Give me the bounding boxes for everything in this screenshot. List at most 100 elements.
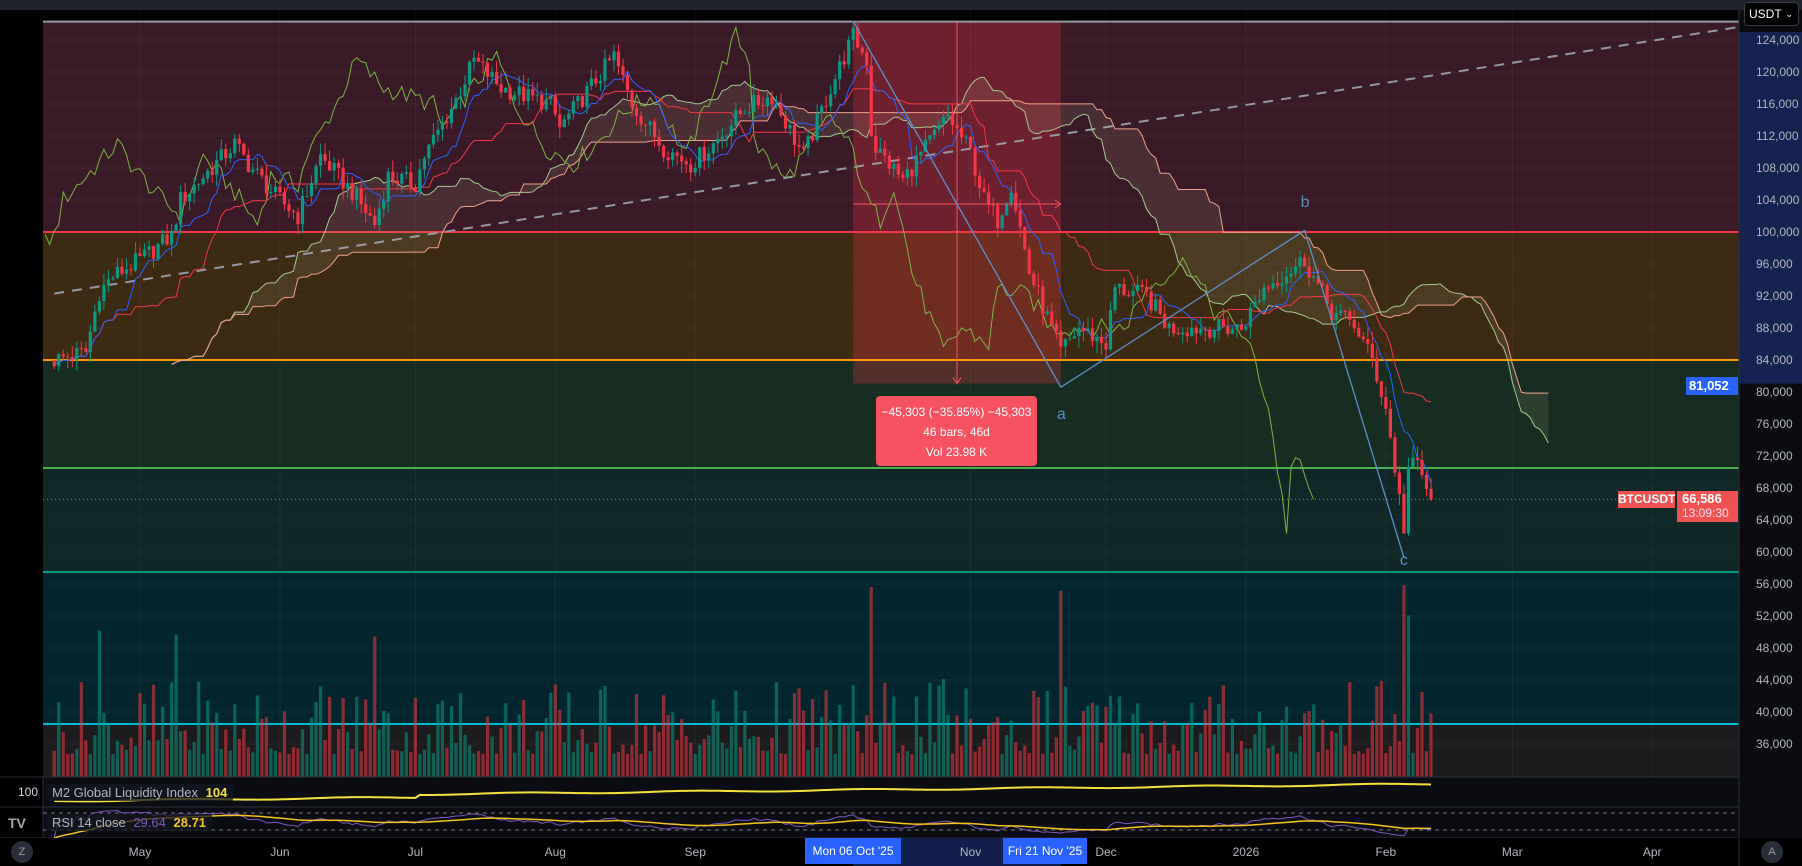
candle xyxy=(1352,319,1356,328)
candle xyxy=(865,52,869,66)
candle xyxy=(246,154,250,173)
volume-bar xyxy=(540,731,544,777)
volume-bar xyxy=(901,745,905,777)
volume-bar xyxy=(467,745,472,777)
m2-value: 104 xyxy=(205,785,228,800)
ichimoku-cloud xyxy=(171,77,1549,444)
candle xyxy=(458,96,463,99)
candle xyxy=(427,144,431,159)
volume-bar xyxy=(1099,742,1104,777)
volume-bar xyxy=(368,724,372,777)
candle xyxy=(373,215,377,226)
volume-bar xyxy=(282,711,287,777)
candle xyxy=(1172,323,1176,334)
tradingview-logo: TV xyxy=(8,815,26,831)
measure-bars: 46 bars, 46d xyxy=(923,425,990,439)
wave-label: b xyxy=(1300,194,1310,211)
volume-bar xyxy=(1370,720,1374,777)
rsi-legend[interactable]: RSI 14 close 29.64 28.71 xyxy=(46,814,213,831)
candle xyxy=(1041,286,1045,314)
candle xyxy=(1077,327,1081,337)
volume-bar xyxy=(1303,713,1307,777)
volume-bar xyxy=(1253,734,1257,777)
zoom-reset-button[interactable]: Z xyxy=(11,841,33,863)
volume-bar xyxy=(720,742,724,777)
volume-bar xyxy=(57,702,61,777)
ichimoku-lagging-span xyxy=(44,25,1315,534)
candle xyxy=(1393,437,1397,473)
candle xyxy=(978,175,982,189)
price-tick: 124,000 xyxy=(1756,33,1800,47)
volume-bar xyxy=(1348,682,1352,777)
volume-bar xyxy=(327,696,332,777)
candle xyxy=(210,170,214,175)
candle xyxy=(1239,324,1244,330)
m2-legend[interactable]: M2 Global Liquidity Index 104 xyxy=(46,784,234,801)
volume-bar xyxy=(373,636,377,777)
volume-bar xyxy=(991,722,995,777)
volume-bar xyxy=(774,682,779,777)
candle xyxy=(567,113,571,120)
volume-bar xyxy=(1271,745,1275,777)
volume-bar xyxy=(598,689,603,777)
volume-bar xyxy=(544,717,548,777)
candle xyxy=(743,113,747,115)
candle xyxy=(905,169,909,178)
candle xyxy=(1266,287,1271,289)
ichimoku-span-b xyxy=(171,100,1549,394)
volume-bar xyxy=(228,750,232,777)
volume-bar xyxy=(1135,703,1140,777)
volume-bar xyxy=(905,751,909,777)
candle xyxy=(1244,326,1248,330)
price-tick: 44,000 xyxy=(1756,673,1793,687)
candle xyxy=(1384,396,1388,409)
volume-bar xyxy=(129,737,133,777)
volume-bar xyxy=(1298,736,1302,777)
candle xyxy=(337,162,341,168)
candle xyxy=(278,186,282,193)
candle xyxy=(1293,266,1298,274)
price-tick: 112,000 xyxy=(1756,129,1799,143)
volume-bar xyxy=(761,750,765,777)
volume-bar xyxy=(910,754,914,777)
volume-bar xyxy=(1384,753,1388,777)
candle xyxy=(1289,273,1293,277)
candle xyxy=(612,51,616,61)
volume-bar xyxy=(765,750,770,777)
volume-bar xyxy=(206,700,210,777)
candle xyxy=(472,57,476,62)
volume-bar xyxy=(1009,720,1013,777)
volume-bar xyxy=(878,722,882,777)
currency-button[interactable]: USDT ⌄ xyxy=(1744,2,1799,26)
candle xyxy=(504,87,508,93)
volume-bar xyxy=(1027,752,1031,777)
candle xyxy=(1235,324,1239,330)
candle xyxy=(305,195,309,197)
candle xyxy=(932,129,937,136)
volume-bar xyxy=(341,698,345,777)
volume-bar xyxy=(219,748,223,777)
volume-bar xyxy=(1266,748,1271,777)
range-start-label: Mon 06 Oct '25 xyxy=(805,838,901,864)
time-tick: Aug xyxy=(544,845,566,859)
volume-bar xyxy=(630,744,634,777)
candle xyxy=(698,147,702,168)
volume-bar xyxy=(106,723,111,777)
candle xyxy=(874,136,878,153)
volume-bar xyxy=(350,748,354,777)
rsi-ma-value: 28.71 xyxy=(173,815,207,830)
auto-scale-button[interactable]: A xyxy=(1761,841,1783,863)
volume-bar xyxy=(928,682,932,777)
candle xyxy=(404,172,408,174)
candle xyxy=(914,155,919,177)
candle xyxy=(1312,276,1316,278)
candle xyxy=(206,170,210,179)
volume-bar xyxy=(287,754,291,777)
volume-bar xyxy=(1393,713,1397,777)
volume-bar xyxy=(269,748,273,777)
candle xyxy=(1230,329,1234,334)
volume-bar xyxy=(251,752,255,777)
volume-bar xyxy=(359,751,363,777)
volume-bar xyxy=(711,699,715,777)
volume-bar xyxy=(395,750,399,777)
